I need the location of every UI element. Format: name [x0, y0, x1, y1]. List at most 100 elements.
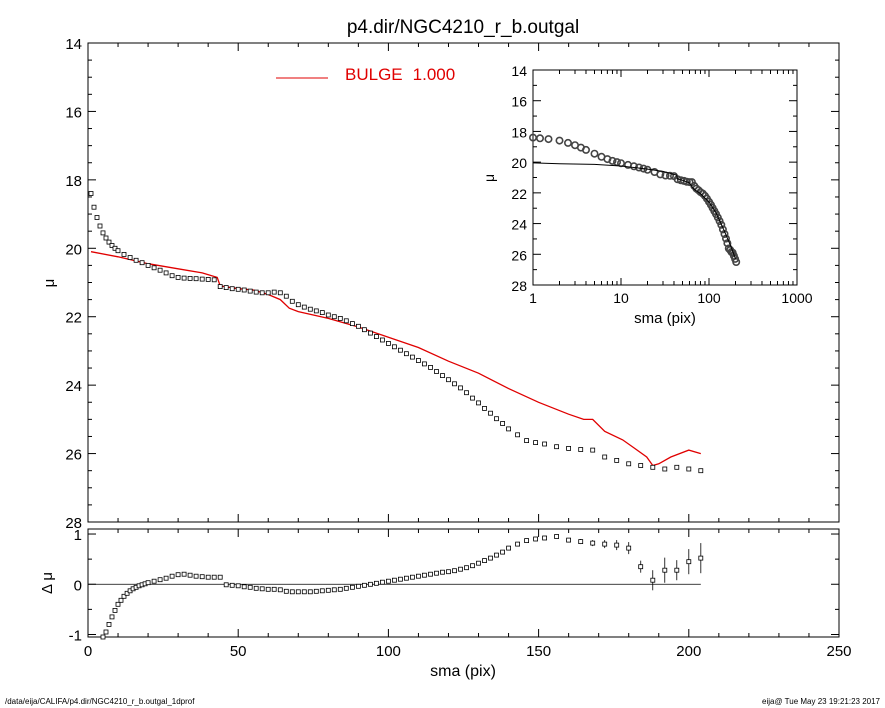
residual-ylabel: Δ μ: [39, 572, 56, 594]
residual-data-point: [542, 535, 547, 541]
residual-data-point: [391, 577, 397, 583]
residual-data-point: [169, 573, 175, 579]
main-data-point: [379, 337, 385, 343]
residual-ytick-label: -1: [69, 627, 82, 644]
legend-label-value: 1.000: [413, 65, 456, 84]
main-ylabel: μ: [41, 279, 58, 288]
main-data-point: [169, 273, 175, 279]
residual-data-point: [175, 572, 181, 578]
main-data-point: [458, 385, 463, 391]
residual-data-point: [157, 577, 163, 583]
main-panel: 14 16 18 20 22 24 26 28 μ: [41, 36, 840, 532]
main-data-point: [524, 438, 529, 444]
residual-data-point: [421, 572, 427, 578]
residual-data-point: [106, 622, 112, 627]
residual-data-point: [211, 574, 217, 580]
residual-xtick-label: 250: [826, 643, 851, 660]
main-data-point: [181, 275, 187, 281]
residual-data-point: [247, 584, 253, 590]
residual-data-point: [533, 536, 538, 542]
inset-ytick-label: 16: [511, 94, 527, 110]
residual-data-point: [403, 575, 409, 581]
residual-data-point: [235, 583, 241, 589]
inset-data-point: [608, 156, 617, 165]
residual-data-point: [181, 571, 187, 577]
residual-data-point: [698, 555, 704, 561]
residual-data-point: [470, 563, 475, 569]
residual-data-point: [361, 582, 367, 588]
main-data-point: [283, 293, 289, 299]
main-model-line: [90, 251, 701, 467]
main-data-point: [247, 288, 253, 294]
residual-data-point: [163, 575, 169, 581]
main-data-point: [650, 464, 656, 470]
main-data-point: [674, 464, 680, 470]
main-data-point: [482, 405, 487, 411]
main-data-point: [488, 410, 493, 416]
main-data-point: [163, 270, 169, 276]
main-data-point: [626, 461, 632, 467]
residual-data-point: [440, 569, 445, 575]
residual-data-point: [187, 572, 193, 578]
residual-data-point: [566, 537, 571, 543]
main-data-point: [506, 426, 512, 432]
main-data-point: [662, 466, 668, 472]
main-data-point: [271, 289, 277, 295]
residual-data-point: [349, 584, 355, 590]
main-ytick-label: 14: [65, 36, 82, 53]
residual-data-point: [662, 567, 668, 573]
main-data-point: [533, 440, 538, 446]
main-data-point: [307, 306, 313, 312]
inset-data-point: [544, 135, 553, 144]
inset-ytick-label: 18: [511, 124, 527, 140]
residual-data-point: [614, 542, 620, 548]
residual-data-point: [385, 578, 391, 584]
inset-data-point: [718, 225, 727, 234]
residual-data-point: [283, 588, 289, 594]
inset-ytick-label: 22: [511, 186, 527, 202]
main-data-point: [301, 304, 307, 310]
residual-ytick-label: 0: [74, 577, 82, 594]
main-data-point: [452, 381, 457, 387]
residual-data-point: [121, 593, 127, 599]
main-data-point: [175, 274, 181, 280]
main-data-point: [97, 223, 103, 229]
residual-data-point: [241, 584, 247, 590]
residual-data-point: [452, 568, 457, 574]
residual-data-point: [446, 569, 451, 575]
residual-data-point: [109, 614, 115, 620]
main-data-point: [440, 373, 445, 379]
inset-data-point: [629, 162, 638, 171]
residual-data-point: [325, 587, 331, 593]
main-data-point: [500, 421, 506, 426]
main-data-point: [578, 447, 584, 452]
residual-data-point: [434, 570, 439, 576]
inset-xlabel: sma (pix): [634, 310, 696, 327]
inset-ytick-label: 20: [511, 155, 527, 171]
main-data-point: [223, 285, 229, 291]
residual-data-point: [590, 540, 596, 546]
residual-data-point: [331, 587, 337, 593]
residual-data-point: [229, 582, 235, 588]
main-data-point: [325, 312, 331, 318]
main-data-point: [638, 463, 644, 468]
residual-xtick-label: 50: [230, 643, 247, 660]
main-data-point: [277, 290, 283, 296]
residual-data-point: [482, 558, 487, 563]
main-data-point: [367, 330, 373, 336]
inset-ytick-label: 28: [511, 278, 527, 294]
main-data-point: [542, 441, 547, 447]
main-data-point: [106, 239, 112, 245]
main-data-point: [100, 230, 106, 236]
main-data-point: [476, 400, 481, 406]
residual-data-point: [367, 581, 373, 587]
residual-data-point: [112, 608, 118, 613]
main-data-point: [94, 215, 100, 220]
residual-data-point: [289, 589, 295, 595]
residual-data-point: [271, 586, 277, 592]
main-data-point: [88, 191, 94, 196]
inset-data-point: [732, 257, 741, 266]
residual-data-point: [337, 586, 343, 592]
